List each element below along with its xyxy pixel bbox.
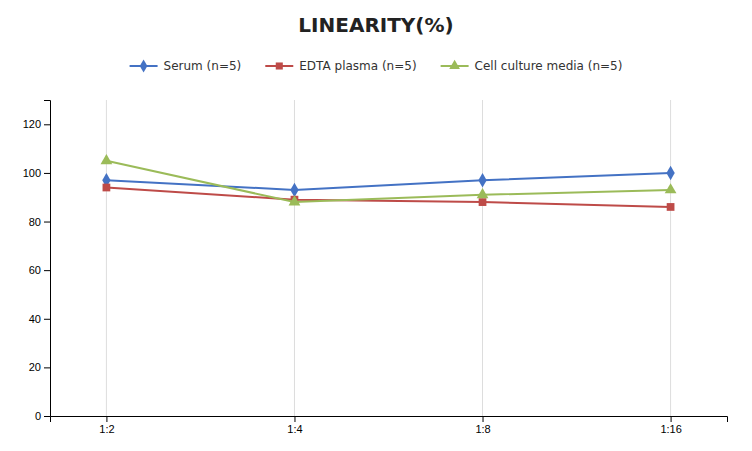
point (289, 195, 301, 205)
chart: LINEARITY(%) 1:2 1:4 1:8 1:16 0 20 40 60 80 100 120… (0, 0, 752, 451)
x-tick: 1:16 (660, 416, 681, 435)
y-tick-mark (44, 367, 50, 368)
point (290, 183, 298, 197)
point (477, 188, 489, 198)
y-tick-mark (44, 416, 50, 417)
x-tick-label: 1:2 (99, 423, 114, 435)
y-tick: 40 (29, 313, 50, 325)
x-tick-mark (294, 416, 295, 422)
grid-line (670, 100, 671, 416)
y-tick-label: 120 (23, 118, 41, 130)
x-tick-label: 1:8 (475, 423, 490, 435)
y-tick-mark (44, 222, 50, 223)
series-line (106, 188, 670, 207)
legend-item: Cell culture media (n=5) (441, 59, 623, 73)
x-tick-label: 1:4 (287, 423, 302, 435)
legend-marker (276, 62, 283, 69)
x-tick: 1:8 (475, 416, 490, 435)
y-tick-label: 60 (29, 264, 41, 276)
x-axis: 1:2 1:4 1:8 1:16 (51, 416, 728, 435)
y-tick-mark (44, 270, 50, 271)
point (667, 203, 675, 211)
point (665, 183, 677, 193)
x-tick: 1:2 (99, 416, 114, 435)
x-axis-line (51, 417, 728, 423)
legend: Serum (n=5) EDTA plasma (n=5) Cell culture… (130, 59, 623, 73)
y-axis: 0 20 40 60 80 100 120 (23, 101, 51, 423)
y-tick-label: 20 (29, 361, 41, 373)
point (479, 198, 487, 206)
point (478, 173, 486, 187)
x-tick: 1:4 (287, 416, 302, 435)
plot: 1:2 1:4 1:8 1:16 0 20 40 60 80 100 120 (23, 100, 728, 435)
y-tick: 0 (35, 410, 50, 422)
point (103, 184, 111, 192)
grid-line (106, 100, 107, 416)
legend-label: Cell culture media (n=5) (475, 59, 623, 73)
y-tick: 120 (23, 118, 50, 130)
y-tick-label: 40 (29, 313, 41, 325)
point (101, 154, 113, 164)
legend-item: EDTA plasma (n=5) (265, 59, 416, 73)
grid (106, 100, 670, 416)
y-tick-label: 100 (23, 167, 41, 179)
data (101, 154, 677, 211)
y-tick-label: 0 (35, 410, 41, 422)
legend-marker (449, 60, 460, 69)
x-tick-mark (671, 416, 672, 422)
y-tick-mark (44, 124, 50, 125)
point (666, 166, 674, 180)
y-tick: 20 (29, 361, 50, 373)
legend-item: Serum (n=5) (130, 59, 242, 73)
series-line (106, 161, 670, 202)
y-tick-mark (44, 319, 50, 320)
series-line (106, 173, 670, 190)
legend-label: EDTA plasma (n=5) (299, 59, 416, 73)
y-tick: 100 (23, 167, 50, 179)
grid-line (294, 100, 295, 416)
y-axis-line (44, 101, 51, 417)
x-tick-label: 1:16 (660, 423, 681, 435)
y-tick-mark (44, 173, 50, 174)
legend-label: Serum (n=5) (164, 59, 242, 73)
legend-marker (140, 59, 148, 72)
y-tick: 60 (29, 264, 50, 276)
y-tick: 80 (29, 216, 50, 228)
x-tick-mark (106, 416, 107, 422)
grid-line (482, 100, 483, 416)
y-tick-label: 80 (29, 216, 41, 228)
title: LINEARITY(%) (298, 13, 453, 37)
x-tick-mark (483, 416, 484, 422)
